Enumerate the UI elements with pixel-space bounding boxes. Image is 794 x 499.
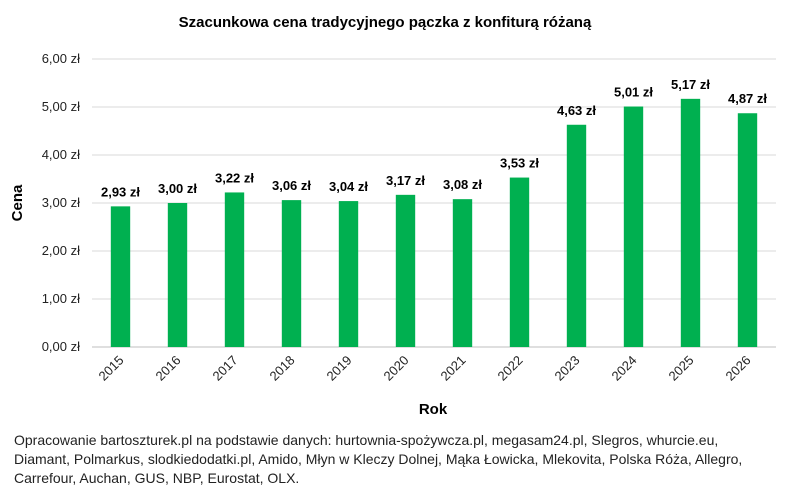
source-line: Opracowanie bartoszturek.pl na podstawie… — [14, 432, 719, 448]
data-labels: 2,93 zł 3,00 zł 3,22 zł 3,06 zł 3,04 zł 3,17 … — [101, 77, 767, 200]
bar-chart: Szacunkowa cena tradycyjnego pączka z ko… — [9, 14, 776, 418]
x-tick-label: 2019 — [324, 353, 355, 384]
bar — [737, 113, 758, 348]
data-label: 3,53 zł — [500, 156, 539, 171]
data-label: 5,01 zł — [614, 85, 653, 100]
x-tick-label: 2025 — [666, 353, 697, 384]
bar — [452, 199, 473, 347]
data-label: 2,93 zł — [101, 184, 140, 199]
x-tick-label: 2018 — [267, 353, 298, 384]
x-tick-label: 2020 — [381, 353, 412, 384]
x-tick-label: 2016 — [153, 353, 184, 384]
bar — [224, 192, 245, 347]
source-line: Diamant, Polmarkus, slodkiedodatki.pl, A… — [14, 451, 743, 467]
data-label: 3,17 zł — [386, 173, 425, 188]
x-axis-ticks: 2015 2016 2017 2018 2019 2020 2021 2022 2023 2024… — [96, 353, 754, 384]
bar — [338, 201, 359, 347]
x-tick-label: 2024 — [609, 353, 640, 384]
bar — [680, 98, 701, 347]
y-tick-label: 0,00 zł — [42, 339, 80, 354]
y-tick-label: 4,00 zł — [42, 147, 80, 162]
x-tick-label: 2026 — [723, 353, 754, 384]
y-axis-ticks: 0,00 zł 1,00 zł 2,00 zł 3,00 zł 4,00 zł 5,00 … — [42, 51, 80, 354]
data-label: 3,00 zł — [158, 181, 197, 196]
y-tick-label: 5,00 zł — [42, 99, 80, 114]
data-label: 3,06 zł — [272, 178, 311, 193]
gridlines — [92, 58, 776, 348]
source-note: Opracowanie bartoszturek.pl na podstawie… — [14, 431, 784, 488]
y-tick-label: 1,00 zł — [42, 291, 80, 306]
bars — [110, 98, 758, 348]
x-axis-title: Rok — [419, 401, 448, 418]
bar — [566, 124, 587, 347]
x-tick-label: 2022 — [495, 353, 526, 384]
x-tick-label: 2015 — [96, 353, 127, 384]
y-tick-label: 3,00 zł — [42, 195, 80, 210]
x-tick-label: 2017 — [210, 353, 241, 384]
bar — [395, 194, 416, 347]
y-tick-label: 6,00 zł — [42, 51, 80, 66]
chart-title: Szacunkowa cena tradycyjnego pączka z ko… — [179, 14, 592, 31]
data-label: 5,17 zł — [671, 77, 710, 92]
source-line: Carrefour, Auchan, GUS, NBP, Eurostat, O… — [14, 470, 300, 486]
x-tick-label: 2021 — [438, 353, 469, 384]
y-axis-title: Cena — [9, 184, 26, 221]
bar — [281, 200, 302, 347]
x-tick-label: 2023 — [552, 353, 583, 384]
data-label: 3,04 zł — [329, 179, 368, 194]
data-label: 3,22 zł — [215, 170, 254, 185]
y-tick-label: 2,00 zł — [42, 243, 80, 258]
data-label: 4,63 zł — [557, 103, 596, 118]
bar — [509, 177, 530, 347]
bar — [110, 206, 131, 347]
bar — [623, 106, 644, 348]
data-label: 3,08 zł — [443, 177, 482, 192]
data-label: 4,87 zł — [728, 91, 767, 106]
bar — [167, 203, 188, 347]
